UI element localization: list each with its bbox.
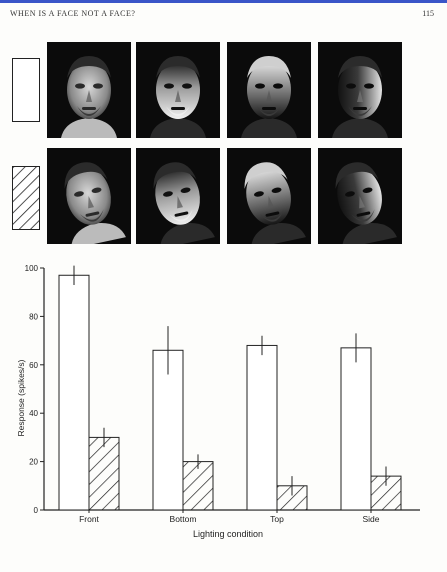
open-bar-bottom (152, 349, 184, 511)
top-lit-face-photo (227, 42, 311, 138)
top-lit-face-photo (227, 148, 311, 244)
front-lit-face-photo (47, 148, 131, 244)
legend-hatched-box (12, 166, 40, 230)
hatched-bar-bottom (182, 461, 214, 511)
open-bar-side (340, 347, 372, 511)
x-tick-label-front: Front (79, 514, 99, 524)
hatched-bar-front (88, 436, 120, 511)
y-tick-label: 100 (25, 264, 39, 273)
x-tick-label-bottom: Bottom (170, 514, 197, 524)
x-tick-label-side: Side (362, 514, 379, 524)
bottom-lit-face-photo (136, 42, 220, 138)
legend-hatch-pattern (13, 167, 39, 229)
y-tick-label: 0 (34, 506, 39, 515)
open-bar-top (246, 344, 278, 511)
y-axis-label: Response (spikes/s) (16, 359, 26, 436)
side-lit-face-photo (318, 42, 402, 138)
y-tick-label: 80 (29, 312, 38, 321)
y-tick-label: 20 (29, 458, 38, 467)
x-tick-label-top: Top (270, 514, 284, 524)
y-tick-label: 60 (29, 361, 38, 370)
front-lit-face-photo (47, 42, 131, 138)
side-lit-face-photo (318, 148, 402, 244)
bottom-lit-face-photo (136, 148, 220, 244)
page-number: 115 (422, 9, 434, 18)
top-border-line (0, 0, 447, 3)
chart-bars (58, 274, 402, 511)
chart-error-bars (73, 265, 387, 496)
running-title: WHEN IS A FACE NOT A FACE? (10, 9, 136, 18)
page-header: WHEN IS A FACE NOT A FACE? 115 (10, 9, 440, 23)
chart-ticks: 0 20 40 60 80 100 Front Bottom Top Side (25, 264, 380, 524)
y-tick-label: 40 (29, 409, 38, 418)
legend-open-box (12, 58, 40, 122)
open-bar-front (58, 274, 90, 511)
bar-chart: 0 20 40 60 80 100 Front Bottom Top Side Response … (16, 264, 420, 539)
x-axis-label: Lighting condition (193, 529, 263, 539)
